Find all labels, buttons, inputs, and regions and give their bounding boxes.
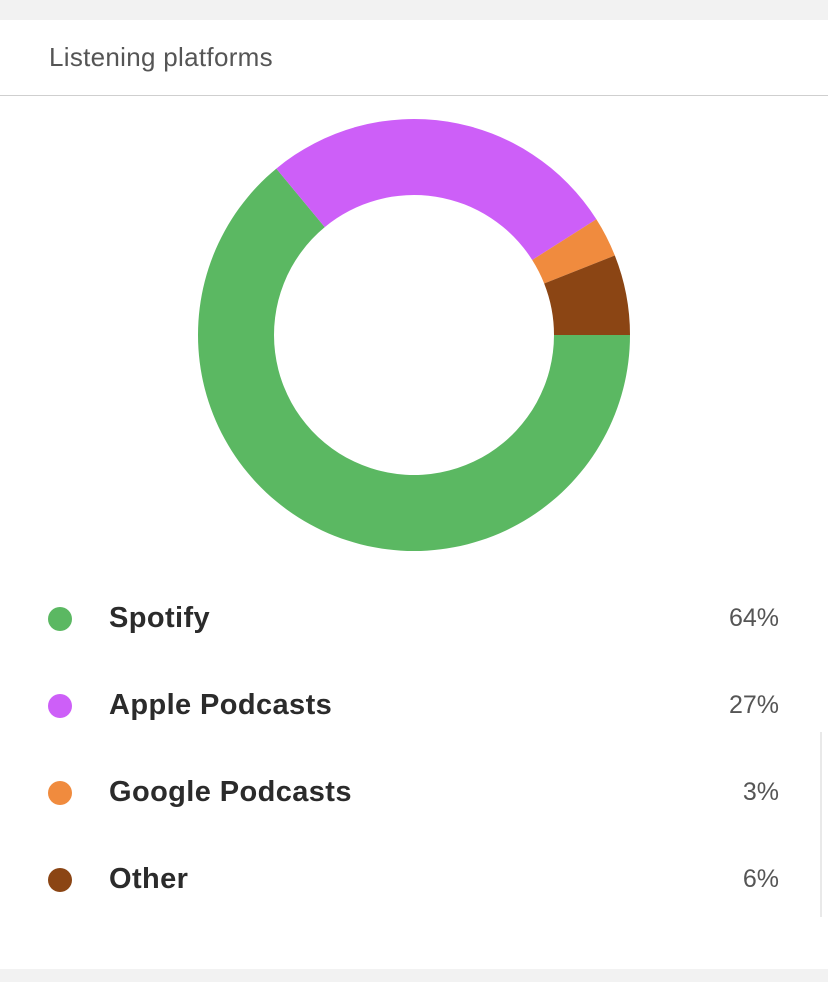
legend-value-apple-podcasts: 27% (728, 691, 779, 719)
legend-item: Other 6% (0, 836, 828, 923)
donut-slice-spotify[interactable] (198, 168, 630, 551)
legend-label-apple-podcasts: Apple Podcasts (109, 689, 333, 721)
donut-slice-apple-podcasts[interactable] (276, 119, 597, 260)
legend-swatch-spotify (48, 606, 72, 631)
legend-swatch-apple-podcasts (48, 693, 72, 718)
legend-value-other: 6% (742, 865, 779, 893)
listening-platforms-card: Listening platforms Spotify 64% Apple Po… (0, 20, 828, 969)
legend-item: Apple Podcasts 27% (0, 662, 828, 749)
legend-value-spotify: 64% (728, 604, 779, 632)
donut-chart-svg (198, 119, 630, 551)
legend-swatch-other (48, 867, 72, 892)
legend-item: Spotify 64% (0, 575, 828, 662)
legend-swatch-google-podcasts (48, 780, 72, 805)
legend-label-google-podcasts: Google Podcasts (109, 776, 352, 808)
scrollbar[interactable] (820, 732, 822, 917)
donut-chart (0, 97, 828, 567)
legend-item: Google Podcasts 3% (0, 749, 828, 836)
legend-value-google-podcasts: 3% (742, 778, 779, 806)
donut-slice-other[interactable] (544, 255, 630, 335)
donut-slice-google-podcasts[interactable] (532, 219, 615, 284)
legend-label-spotify: Spotify (109, 602, 211, 634)
card-header: Listening platforms (0, 20, 828, 96)
chart-legend: Spotify 64% Apple Podcasts 27% Google Po… (0, 575, 828, 923)
card-title: Listening platforms (49, 42, 273, 72)
legend-label-other: Other (109, 863, 189, 895)
